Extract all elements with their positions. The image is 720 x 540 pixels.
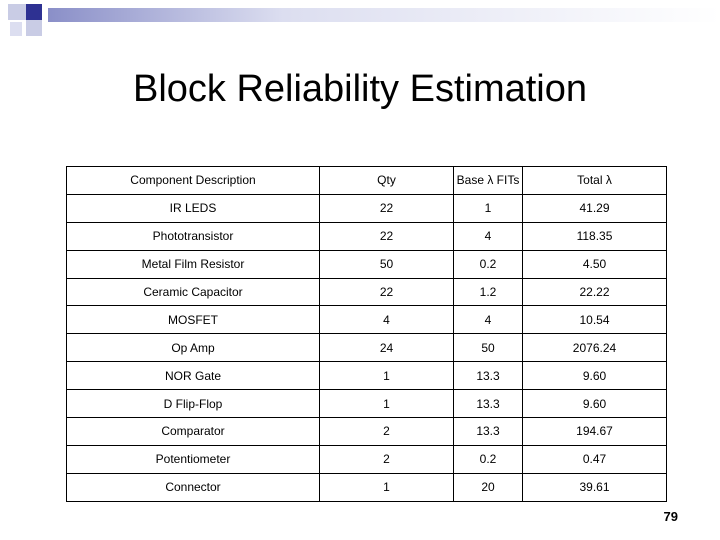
table-cell: 4 xyxy=(453,305,523,335)
table-cell: 41.29 xyxy=(522,193,667,223)
table-cell: Metal Film Resistor xyxy=(66,249,320,279)
table-cell: 13.3 xyxy=(453,417,523,446)
table-cell: 22 xyxy=(319,277,454,307)
table-cell: Potentiometer xyxy=(66,444,320,474)
table-cell: 22 xyxy=(319,193,454,223)
table-row: IR LEDS 22 1 41.29 xyxy=(66,193,667,223)
table-cell: Op Amp xyxy=(66,333,320,363)
table-cell: 2 xyxy=(319,444,454,474)
column-header: Total λ xyxy=(522,166,667,195)
table-cell: Connector xyxy=(66,472,320,502)
table-header-row: Component Description Qty Base λ FITs Total… xyxy=(66,166,667,195)
table-cell: 0.47 xyxy=(522,444,667,474)
table-cell: 1 xyxy=(453,193,523,223)
column-header: Qty xyxy=(319,166,454,195)
table-cell: 22.22 xyxy=(522,277,667,307)
table-cell: 1.2 xyxy=(453,277,523,307)
column-header: Base λ FITs xyxy=(453,166,523,195)
page-number: 79 xyxy=(663,509,678,524)
table-cell: 10.54 xyxy=(522,305,667,335)
table-cell: 194.67 xyxy=(522,417,667,446)
table-cell: 1 xyxy=(319,361,454,391)
table-cell: D Flip-Flop xyxy=(66,389,320,419)
table-cell: 0.2 xyxy=(453,444,523,474)
header-decoration xyxy=(8,4,720,36)
table-cell: 4.50 xyxy=(522,249,667,279)
table-row: Connector 1 20 39.61 xyxy=(66,472,667,502)
table-cell: Comparator xyxy=(66,417,320,446)
table-row: Potentiometer 2 0.2 0.47 xyxy=(66,444,667,474)
column-header: Component Description xyxy=(66,166,320,195)
reliability-table: Component Description Qty Base λ FITs Total… xyxy=(66,166,667,502)
table-row: MOSFET 4 4 10.54 xyxy=(66,305,667,335)
table-cell: 4 xyxy=(453,221,523,251)
table-cell: 9.60 xyxy=(522,361,667,391)
table-cell: NOR Gate xyxy=(66,361,320,391)
table-cell: 13.3 xyxy=(453,361,523,391)
table-row: Comparator 2 13.3 194.67 xyxy=(66,417,667,446)
table-cell: MOSFET xyxy=(66,305,320,335)
table-cell: 50 xyxy=(319,249,454,279)
table-cell: 118.35 xyxy=(522,221,667,251)
table-row: Ceramic Capacitor 22 1.2 22.22 xyxy=(66,277,667,307)
table-row: NOR Gate 1 13.3 9.60 xyxy=(66,361,667,391)
table-cell: 2 xyxy=(319,417,454,446)
table-cell: 9.60 xyxy=(522,389,667,419)
table-cell: 13.3 xyxy=(453,389,523,419)
table-cell: Phototransistor xyxy=(66,221,320,251)
table-row: D Flip-Flop 1 13.3 9.60 xyxy=(66,389,667,419)
table-cell: 20 xyxy=(453,472,523,502)
table-cell: 50 xyxy=(453,333,523,363)
table-row: Op Amp 24 50 2076.24 xyxy=(66,333,667,363)
table-cell: 39.61 xyxy=(522,472,667,502)
table-row: Phototransistor 22 4 118.35 xyxy=(66,221,667,251)
table-cell: 22 xyxy=(319,221,454,251)
table-cell: 2076.24 xyxy=(522,333,667,363)
table-cell: IR LEDS xyxy=(66,193,320,223)
slide-title: Block Reliability Estimation xyxy=(132,68,588,110)
table-row: Metal Film Resistor 50 0.2 4.50 xyxy=(66,249,667,279)
table-cell: 24 xyxy=(319,333,454,363)
table-cell: 0.2 xyxy=(453,249,523,279)
table-cell: 1 xyxy=(319,472,454,502)
table-cell: Ceramic Capacitor xyxy=(66,277,320,307)
table-cell: 1 xyxy=(319,389,454,419)
table-cell: 4 xyxy=(319,305,454,335)
